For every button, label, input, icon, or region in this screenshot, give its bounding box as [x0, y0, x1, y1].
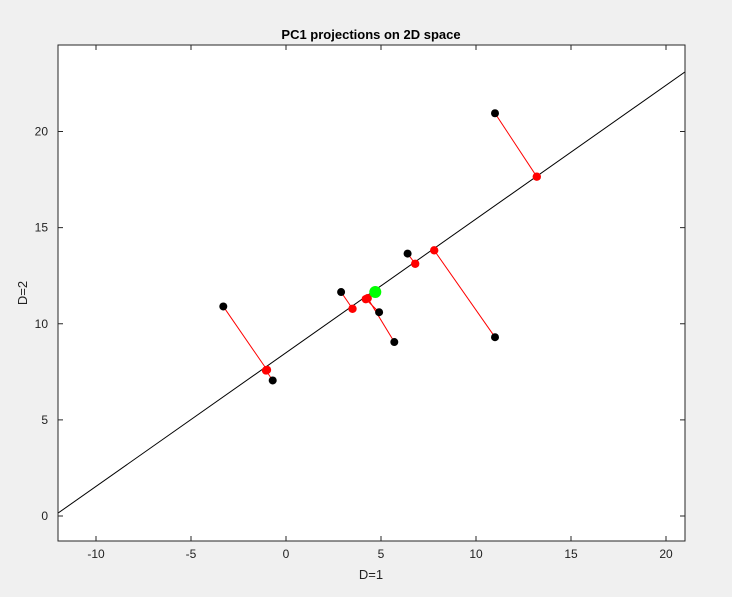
tick-layer: -10 -5 0 5 10 15 20 0 5 10 15 20 — [35, 45, 685, 561]
y-tick-label: 5 — [41, 413, 48, 427]
data-point — [375, 308, 384, 317]
projection-line — [494, 112, 538, 177]
chart-title: PC1 projections on 2D space — [281, 27, 460, 42]
data-point — [491, 109, 499, 118]
x-tick-label: 0 — [283, 547, 290, 561]
projection-line — [222, 306, 268, 371]
mean-point — [369, 286, 382, 299]
x-tick-label: 15 — [564, 547, 578, 561]
data-point — [491, 333, 499, 342]
data-point — [268, 376, 277, 385]
x-tick-label: 10 — [469, 547, 483, 561]
projection-point — [411, 259, 420, 268]
y-tick-label: 0 — [41, 509, 48, 523]
projection-line — [367, 297, 395, 343]
projection-point — [532, 172, 541, 181]
x-tick-label: -10 — [87, 547, 105, 561]
x-tick-label: 5 — [378, 547, 385, 561]
y-axis-label: D=2 — [15, 281, 30, 305]
y-tick-label: 20 — [35, 125, 49, 139]
data-point — [403, 249, 412, 258]
data-point — [337, 288, 346, 297]
projection-point — [430, 246, 439, 255]
projection-line — [433, 250, 496, 338]
x-tick-label: 20 — [659, 547, 673, 561]
data-point — [390, 338, 399, 347]
x-tick-label: -5 — [186, 547, 197, 561]
data-point — [219, 302, 228, 311]
axes-box — [57, 44, 686, 542]
projection-point — [348, 304, 357, 313]
y-tick-label: 15 — [35, 221, 49, 235]
x-axis-label: D=1 — [359, 567, 383, 582]
projection-point — [261, 366, 271, 375]
y-tick-label: 10 — [35, 317, 49, 331]
projection-point — [363, 293, 372, 303]
plot-layer — [58, 71, 685, 514]
